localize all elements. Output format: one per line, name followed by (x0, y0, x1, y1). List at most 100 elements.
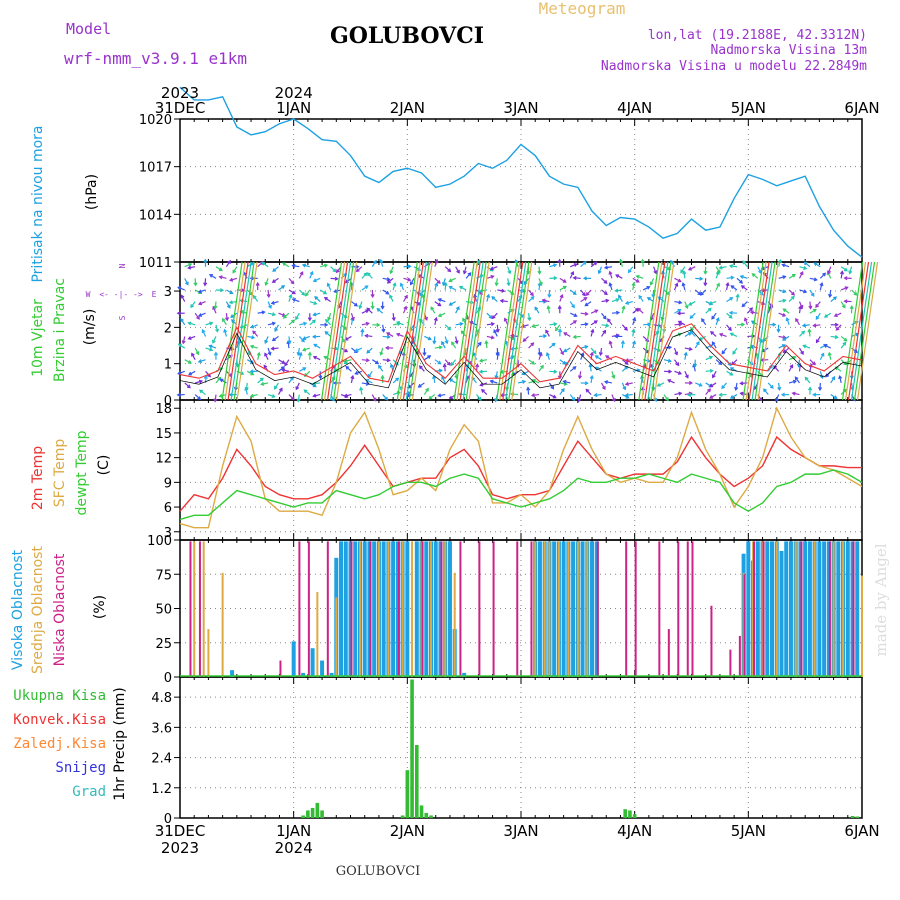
wind-arrow (830, 296, 837, 303)
wind-arrow (449, 286, 456, 291)
wind-arrowhead (510, 333, 515, 338)
wind-arrowhead (491, 296, 496, 300)
wind-arrow (209, 274, 217, 279)
wind-arrow (267, 393, 275, 398)
wind-arrow (507, 278, 510, 286)
wind-arrow (215, 377, 221, 384)
cloud-bar (440, 541, 443, 677)
wind-arrowhead (365, 381, 370, 386)
wind-arrowhead (843, 267, 848, 272)
wind-arrowhead (790, 295, 795, 300)
wind-arrow (178, 286, 185, 291)
wind-arrow (609, 341, 613, 349)
wind-arrow (712, 371, 717, 378)
wind-arrow (569, 366, 577, 372)
wind-arrow (590, 329, 594, 337)
wind-arrow (330, 266, 337, 273)
wind-arrow (778, 299, 786, 303)
wind-arrow (604, 381, 613, 384)
wind-arrowhead (392, 282, 397, 287)
wind-arrowhead (490, 322, 495, 327)
wind-arrowhead (380, 305, 385, 310)
wind-arrow (485, 341, 488, 349)
wind-arrowhead (716, 269, 721, 274)
wind-arrow (444, 359, 451, 366)
wind-arrowhead (792, 379, 797, 384)
wind-arrowhead (213, 351, 218, 356)
wind-arrowhead (848, 270, 853, 275)
wind-arrow (673, 347, 678, 355)
wind-arrowhead (812, 392, 817, 397)
wind-arrow (438, 312, 446, 317)
wind-arrowhead (208, 274, 213, 278)
wind-arrow (350, 375, 354, 384)
y-tick-label: 0 (164, 812, 172, 827)
wind-arrowhead (376, 307, 381, 312)
cloud-bar (478, 541, 481, 677)
wind-arrow (625, 382, 633, 385)
wind-arrowhead (303, 389, 308, 394)
wind-arrow (313, 312, 321, 316)
wind-arrowhead (678, 391, 683, 396)
wind-arrow (282, 262, 290, 268)
wind-streak (505, 261, 527, 401)
wind-arrowhead (263, 364, 268, 369)
wind-arrowhead (249, 369, 254, 374)
wind-arrow (380, 347, 384, 355)
wind-arrow (264, 336, 269, 344)
wind-arrowhead (407, 264, 412, 269)
compass-n-label: N (118, 263, 127, 268)
wind-arrow (434, 277, 441, 284)
wind-arrowhead (479, 382, 484, 387)
wind-arrow (778, 344, 786, 349)
cloud-bar (459, 541, 462, 677)
wind-streak (233, 261, 255, 401)
wind-arrow (824, 312, 832, 318)
wind-arrowhead (831, 376, 836, 381)
cloud-bar (279, 660, 282, 677)
wind-arrowhead (477, 396, 482, 401)
wind-arrow (262, 262, 269, 268)
wind-arrowhead (701, 318, 705, 323)
wind-arrow (611, 311, 619, 314)
wind-arrowhead (541, 298, 546, 303)
precip-bar (623, 809, 627, 818)
wind-arrow (327, 283, 332, 291)
cloud-bar (433, 541, 438, 677)
wind-arrowhead (218, 275, 223, 280)
wind-arrowhead (801, 323, 806, 328)
wind-arrowhead (266, 293, 271, 299)
cloud-bar (828, 541, 831, 677)
wind-arrowhead (742, 260, 747, 265)
wind-arrow (778, 382, 781, 390)
wind-arrow (599, 347, 603, 356)
wind-arrowhead (495, 328, 500, 333)
wind-mean-line (179, 329, 863, 389)
wind-streak (465, 261, 487, 401)
wind-arrowhead (822, 272, 827, 277)
cloud-bar (198, 541, 201, 677)
wind-arrow (585, 289, 592, 296)
wind-arrow (324, 331, 332, 337)
wind-arrow (563, 347, 571, 353)
wind-arrowhead (729, 297, 734, 301)
wind-arrow (265, 278, 269, 286)
wind-arrow (579, 371, 582, 379)
wind-arrow (382, 394, 388, 401)
wind-arrowhead (186, 384, 191, 389)
wind-arrowhead (220, 288, 225, 293)
wind-arrowhead (332, 268, 337, 273)
wind-arrowhead (602, 329, 607, 334)
wind-arrowhead (730, 285, 735, 289)
wind-arrow (389, 266, 394, 274)
wind-arrow (700, 289, 707, 296)
wind-arrow (302, 264, 310, 268)
x-tick-label-bottom: 31DEC (155, 822, 206, 840)
wind-arrow (428, 394, 436, 400)
y-tick-label: 100 (147, 534, 172, 549)
wind-arrow (778, 275, 786, 279)
wind-arrowhead (729, 371, 734, 376)
wind-arrowhead (611, 397, 616, 403)
wind-arrowhead (603, 265, 609, 270)
